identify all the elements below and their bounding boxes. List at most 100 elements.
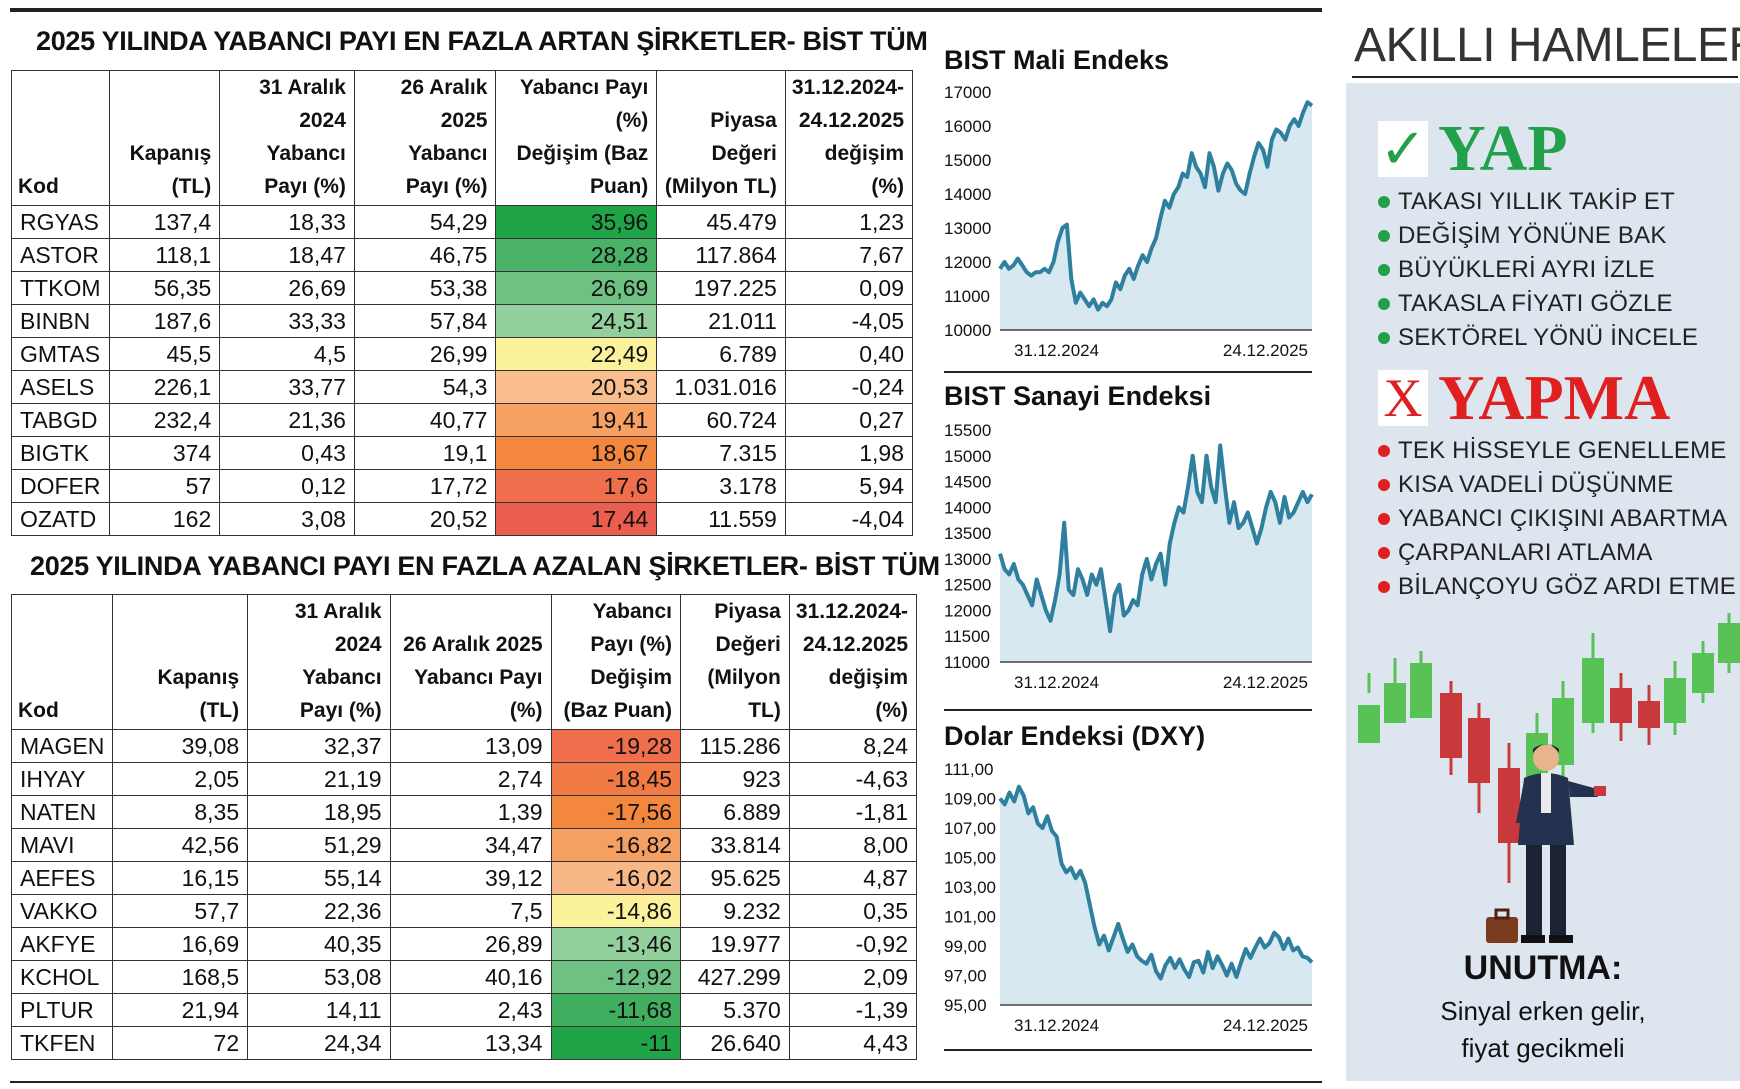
cell-yillik: -4,05 bbox=[784, 304, 914, 338]
cell-yillik: 8,24 bbox=[788, 729, 918, 763]
cell-aralik31: 53,08 bbox=[247, 960, 391, 994]
cell-degisim: 19,41 bbox=[495, 403, 658, 437]
bullet-icon bbox=[1378, 547, 1390, 559]
y-tick-label: 101,00 bbox=[944, 908, 996, 927]
cell-piyasa: 923 bbox=[680, 762, 790, 796]
check-icon: ✓ bbox=[1378, 116, 1428, 182]
cell-kod: ASELS bbox=[11, 370, 110, 404]
cell-piyasa: 21.011 bbox=[656, 304, 786, 338]
cell-yillik: 5,94 bbox=[784, 469, 914, 503]
cell-kapanis: 57 bbox=[108, 469, 221, 503]
cell-aralik31: 33,33 bbox=[219, 304, 355, 338]
y-tick-label: 12000 bbox=[944, 601, 991, 620]
cell-degisim: -11 bbox=[550, 1026, 682, 1060]
chart-title-dxy: Dolar Endeksi (DXY) bbox=[944, 721, 1206, 751]
cell-aralik31: 4,5 bbox=[219, 337, 355, 371]
y-tick-label: 14000 bbox=[944, 498, 991, 517]
cell-aralik26: 40,77 bbox=[353, 403, 497, 437]
cell-aralik26: 26,99 bbox=[353, 337, 497, 371]
series-line bbox=[998, 443, 1314, 634]
col-header-31-aralik: 31 Aralık 2024 Yabancı Payı (%) bbox=[219, 70, 355, 206]
cell-piyasa: 6.789 bbox=[656, 337, 786, 371]
bist-sanayi-chart: 15500 15000 14500 14000 13500 13000 12500 12000… bbox=[944, 421, 1314, 692]
cell-kod: TABGD bbox=[11, 403, 110, 437]
col-header-degisim: Yabancı Payı (%) Değişim (Baz Puan) bbox=[550, 594, 682, 730]
series-line bbox=[998, 100, 1314, 312]
cell-aralik26: 19,1 bbox=[353, 436, 497, 470]
list-item: KISA VADELİ DÜŞÜNME bbox=[1378, 468, 1736, 502]
x-icon: X bbox=[1378, 368, 1428, 428]
table-row: ASELS 226,1 33,77 54,3 20,53 1.031.016 -0,24 bbox=[11, 370, 914, 404]
cell-aralik26: 17,72 bbox=[353, 469, 497, 503]
chart-divider bbox=[944, 709, 1312, 711]
unutma-line-2: fiyat gecikmeli bbox=[1461, 1033, 1625, 1063]
decrease-table-title: 2025 YILINDA YABANCI PAYI EN FAZLA AZALA… bbox=[30, 551, 940, 581]
cell-yillik: 8,00 bbox=[788, 828, 918, 862]
cell-aralik31: 24,34 bbox=[247, 1026, 391, 1060]
cell-kod: IHYAY bbox=[10, 762, 114, 796]
table-row: TTKOM 56,35 26,69 53,38 26,69 197.225 0,09 bbox=[11, 271, 914, 305]
cell-kod: RGYAS bbox=[11, 205, 110, 239]
cell-aralik31: 33,77 bbox=[219, 370, 355, 404]
cell-aralik26: 46,75 bbox=[353, 238, 497, 272]
cell-piyasa: 7.315 bbox=[656, 436, 786, 470]
cell-piyasa: 6.889 bbox=[680, 795, 790, 829]
cell-aralik26: 54,29 bbox=[353, 205, 497, 239]
cell-kapanis: 56,35 bbox=[108, 271, 221, 305]
cell-piyasa: 60.724 bbox=[656, 403, 786, 437]
y-tick-label: 99,00 bbox=[944, 937, 987, 956]
cell-piyasa: 19.977 bbox=[680, 927, 790, 961]
cell-yillik: 0,35 bbox=[788, 894, 918, 928]
cell-aralik31: 18,47 bbox=[219, 238, 355, 272]
cell-aralik26: 13,34 bbox=[389, 1026, 552, 1060]
dxy-chart: 111,00 109,00 107,00 105,00 103,00 101,00 99,0… bbox=[944, 760, 1314, 1035]
col-header-kapanis: Kapanış (TL) bbox=[108, 70, 221, 206]
yapma-heading: X YAPMA bbox=[1378, 361, 1670, 435]
yap-heading: ✓ YAP bbox=[1378, 112, 1568, 185]
bullet-icon bbox=[1378, 513, 1390, 525]
cell-kapanis: 187,6 bbox=[108, 304, 221, 338]
cell-yillik: 1,23 bbox=[784, 205, 914, 239]
cell-aralik26: 39,12 bbox=[389, 861, 552, 895]
cell-yillik: -4,63 bbox=[788, 762, 918, 796]
list-item-text: YABANCI ÇIKIŞINI ABARTMA bbox=[1398, 505, 1728, 532]
table-row: RGYAS 137,4 18,33 54,29 35,96 45.479 1,23 bbox=[11, 205, 914, 239]
list-item-text: TAKASI YILLIK TAKİP ET bbox=[1398, 188, 1675, 215]
list-item-text: SEKTÖREL YÖNÜ İNCELE bbox=[1398, 324, 1699, 351]
cell-degisim: 17,6 bbox=[495, 469, 658, 503]
top-rule bbox=[10, 8, 1322, 12]
cell-aralik31: 22,36 bbox=[247, 894, 391, 928]
cell-piyasa: 1.031.016 bbox=[656, 370, 786, 404]
cell-degisim: -17,56 bbox=[550, 795, 682, 829]
cell-kod: GMTAS bbox=[11, 337, 110, 371]
y-tick-label: 12500 bbox=[944, 576, 991, 595]
panel-title-rule bbox=[1352, 76, 1738, 78]
x-tick-label: 31.12.2024 bbox=[1014, 341, 1099, 360]
candle-body bbox=[1692, 653, 1714, 693]
cell-aralik26: 7,5 bbox=[389, 894, 552, 928]
cell-kod: PLTUR bbox=[10, 993, 114, 1027]
briefcase-icon bbox=[1486, 908, 1518, 943]
unutma-line-1: Sinyal erken gelir, bbox=[1440, 996, 1646, 1026]
businessman-icon bbox=[1516, 744, 1606, 943]
table-row: PLTUR 21,94 14,11 2,43 -11,68 5.370 -1,39 bbox=[10, 993, 918, 1027]
cell-piyasa: 9.232 bbox=[680, 894, 790, 928]
y-tick-label: 11500 bbox=[944, 627, 990, 646]
table-row: NATEN 8,35 18,95 1,39 -17,56 6.889 -1,81 bbox=[10, 795, 918, 829]
cell-degisim: 24,51 bbox=[495, 304, 658, 338]
cell-degisim: -13,46 bbox=[550, 927, 682, 961]
cell-aralik26: 34,47 bbox=[389, 828, 552, 862]
col-header-yillik: 31.12.2024- 24.12.2025 değişim (%) bbox=[784, 70, 914, 206]
col-header-yillik: 31.12.2024- 24.12.2025 değişim (%) bbox=[788, 594, 918, 730]
cell-degisim: 22,49 bbox=[495, 337, 658, 371]
table-row: DOFER 57 0,12 17,72 17,6 3.178 5,94 bbox=[11, 469, 914, 503]
table-row: IHYAY 2,05 21,19 2,74 -18,45 923 -4,63 bbox=[10, 762, 918, 796]
cell-aralik31: 55,14 bbox=[247, 861, 391, 895]
cell-degisim: -18,45 bbox=[550, 762, 682, 796]
cell-degisim: 28,28 bbox=[495, 238, 658, 272]
cell-aralik26: 1,39 bbox=[389, 795, 552, 829]
cell-kapanis: 168,5 bbox=[112, 960, 249, 994]
candle-body bbox=[1468, 718, 1490, 783]
cell-kod: BINBN bbox=[11, 304, 110, 338]
area-fill bbox=[1000, 445, 1312, 662]
